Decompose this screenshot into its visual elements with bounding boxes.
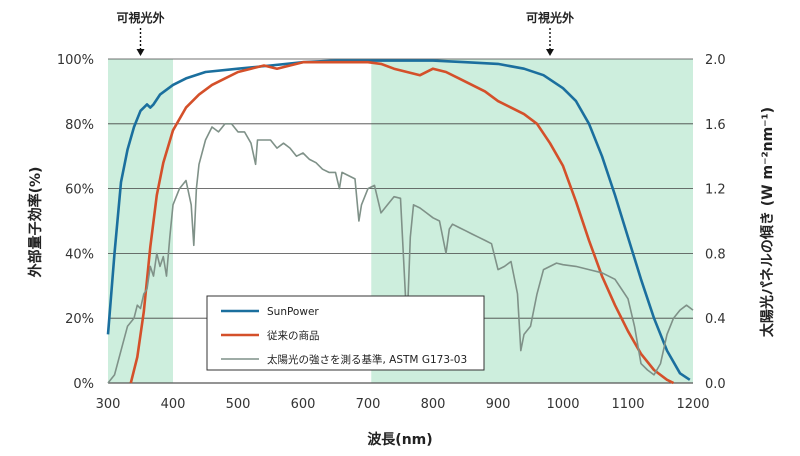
- y-left-tick-label: 100%: [57, 53, 94, 68]
- x-tick-label: 300: [96, 397, 121, 412]
- x-tick-label: 900: [486, 397, 511, 412]
- annotation-arrow-head-0: [136, 49, 145, 56]
- y-left-axis-title: 外部量子効率(%): [27, 167, 44, 278]
- x-axis-title: 波長(nm): [367, 431, 432, 448]
- series-line-0: [106, 59, 691, 381]
- axes: 0% 20% 40% 60% 80% 100% 0.0 0.4 0.8 1.2 1.6 2.0 300 4…: [57, 53, 726, 412]
- y-left-tick-label: 40%: [65, 247, 94, 262]
- y-right-tick-label: 0.8: [705, 247, 726, 262]
- y-right-tick-label: 0.4: [705, 312, 726, 327]
- annotation-label-0: 可視光外: [116, 10, 164, 25]
- legend-label-1: 従来の商品: [267, 329, 320, 342]
- legend-label-0: SunPower: [267, 306, 319, 318]
- annotation-label-1: 可視光外: [526, 10, 574, 25]
- y-right-tick-label: 1.2: [705, 183, 726, 198]
- x-tick-label: 600: [291, 397, 316, 412]
- x-tick-label: 1200: [676, 397, 709, 412]
- y-right-axis-title: 太陽光パネルの傾き (W m⁻²nm⁻¹): [759, 107, 776, 337]
- series-line-2: [107, 123, 694, 384]
- series-lines: [106, 59, 694, 385]
- grid: [108, 58, 693, 384]
- x-tick-label: 500: [226, 397, 251, 412]
- legend-box: [206, 295, 485, 371]
- y-left-tick-label: 20%: [65, 312, 94, 327]
- x-tick-label: 700: [356, 397, 381, 412]
- y-left-tick-label: 60%: [65, 183, 94, 198]
- annotations: 可視光外 可視光外: [116, 10, 574, 56]
- x-tick-label: 1100: [611, 397, 644, 412]
- y-right-tick-label: 2.0: [705, 53, 726, 68]
- y-left-tick-label: 80%: [65, 118, 94, 133]
- x-tick-label: 800: [421, 397, 446, 412]
- x-tick-label: 1000: [546, 397, 579, 412]
- y-right-tick-label: 0.0: [705, 377, 726, 392]
- y-right-tick-label: 1.6: [705, 118, 726, 133]
- legend-label-2: 太陽光の強さを測る基準, ASTM G173-03: [267, 353, 467, 366]
- annotation-arrow-head-1: [546, 49, 554, 56]
- series-line-1: [129, 60, 675, 385]
- y-left-tick-label: 0%: [73, 377, 94, 392]
- x-tick-label: 400: [161, 397, 186, 412]
